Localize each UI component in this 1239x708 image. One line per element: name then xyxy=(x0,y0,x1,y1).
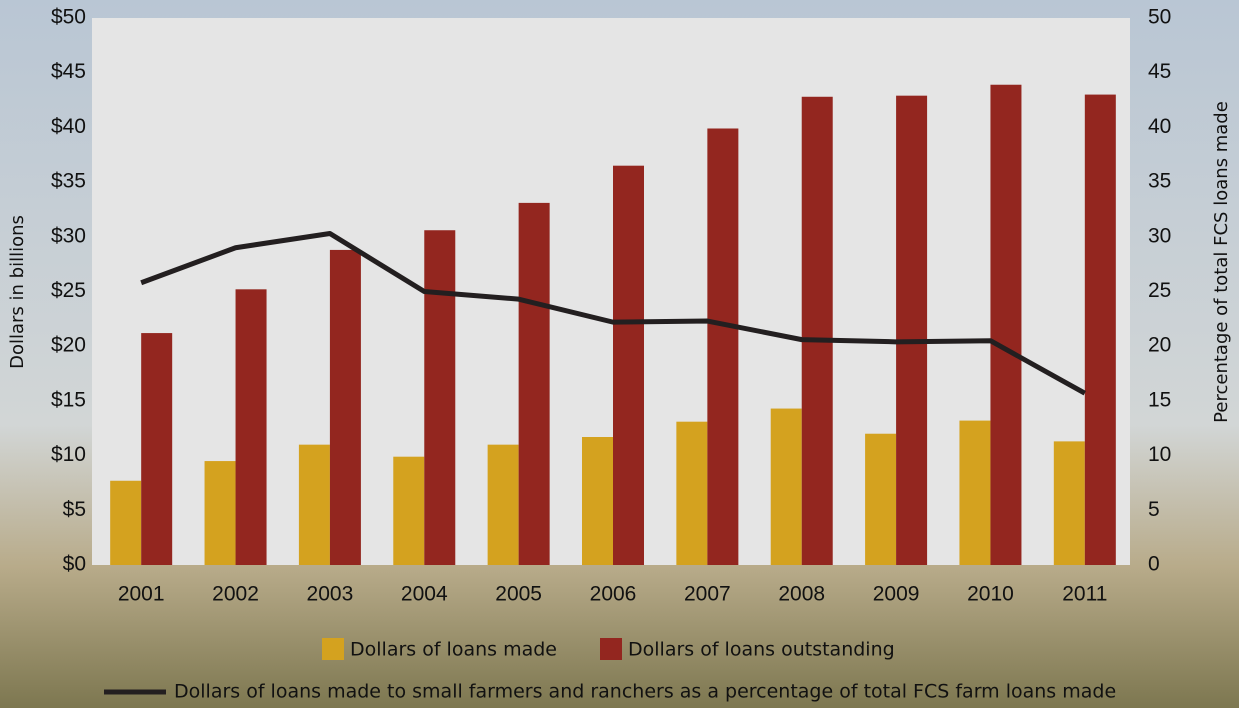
bar xyxy=(582,437,613,565)
y2-tick-label: 10 xyxy=(1148,443,1171,466)
bar xyxy=(707,128,739,565)
bar xyxy=(865,433,897,565)
y2-axis-title: Percentage of total FCS loans made xyxy=(1211,101,1232,423)
x-tick-label: 2009 xyxy=(873,583,920,606)
legend-swatch xyxy=(322,638,344,660)
x-tick-label: 2005 xyxy=(495,583,542,606)
bar xyxy=(1053,441,1085,565)
y2-tick-label: 45 xyxy=(1148,60,1171,83)
x-tick-label: 2006 xyxy=(590,583,637,606)
bar xyxy=(896,95,928,565)
y2-tick-label: 20 xyxy=(1148,334,1171,357)
legend-label: Dollars of loans made xyxy=(350,639,557,661)
x-tick-label: 2011 xyxy=(1062,583,1107,606)
bar xyxy=(298,444,330,565)
bar xyxy=(518,202,550,566)
bar xyxy=(235,289,267,565)
bar xyxy=(959,420,991,565)
y-tick-label: $45 xyxy=(51,60,86,83)
y2-tick-label: 5 xyxy=(1148,498,1160,521)
x-tick-label: 2001 xyxy=(118,583,165,606)
y-tick-label: $10 xyxy=(51,443,86,466)
legend-swatch xyxy=(600,638,622,660)
y-axis-title: Dollars in billions xyxy=(7,215,28,369)
x-tick-label: 2004 xyxy=(401,583,448,606)
y-tick-label: $0 xyxy=(63,553,86,576)
bar xyxy=(801,96,833,565)
x-tick-label: 2007 xyxy=(684,583,731,606)
y-tick-label: $25 xyxy=(51,279,86,302)
x-tick-label: 2010 xyxy=(967,583,1014,606)
bar xyxy=(1084,94,1116,565)
bar xyxy=(424,230,456,565)
y-tick-label: $30 xyxy=(51,224,86,247)
bar xyxy=(487,444,519,565)
bar xyxy=(204,461,236,565)
y2-tick-label: 50 xyxy=(1148,6,1171,29)
y-tick-label: $50 xyxy=(51,6,86,29)
y-tick-label: $15 xyxy=(51,388,86,411)
bar xyxy=(676,421,708,565)
x-tick-label: 2002 xyxy=(212,583,259,606)
y-tick-label: $5 xyxy=(63,498,86,521)
y2-tick-label: 40 xyxy=(1148,115,1171,138)
bar xyxy=(393,456,425,565)
bar xyxy=(770,408,802,565)
y-tick-label: $40 xyxy=(51,115,86,138)
x-tick-label: 2008 xyxy=(778,583,825,606)
legend-label: Dollars of loans made to small farmers a… xyxy=(174,681,1116,703)
y-tick-label: $35 xyxy=(51,170,86,193)
y2-tick-label: 0 xyxy=(1148,553,1160,576)
y2-tick-label: 25 xyxy=(1148,279,1171,302)
y-tick-label: $20 xyxy=(51,334,86,357)
line xyxy=(140,231,1087,396)
y2-tick-label: 30 xyxy=(1148,224,1171,247)
bar xyxy=(110,480,142,565)
bar xyxy=(329,249,361,566)
legend-label: Dollars of loans outstanding xyxy=(628,639,895,661)
x-tick-label: 2003 xyxy=(307,583,354,606)
bar xyxy=(990,84,1022,565)
bar xyxy=(141,333,173,565)
y2-tick-label: 15 xyxy=(1148,388,1171,411)
bar xyxy=(613,165,644,565)
y2-tick-label: 35 xyxy=(1148,170,1171,193)
